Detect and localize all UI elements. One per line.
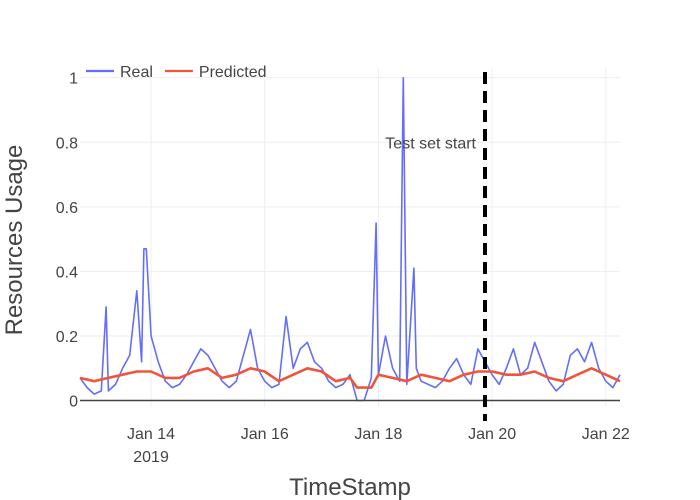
y-tick-label: 0.8 xyxy=(56,135,78,152)
test-set-start-label: Test set start xyxy=(385,135,476,152)
axes: 0 0.2 0.4 0.6 0.8 1 Jan 14 2019 Jan 16 Jan 18 Jan … xyxy=(56,71,630,466)
x-tick-label: Jan 20 xyxy=(468,426,516,443)
series-layer xyxy=(79,76,621,402)
grid xyxy=(80,68,620,407)
y-tick-label: 0.4 xyxy=(56,264,78,281)
legend-item-real[interactable]: Real xyxy=(86,64,153,81)
legend-label: Predicted xyxy=(199,64,267,81)
x-axis-title: TimeStamp xyxy=(289,474,411,500)
annotations: Test set start xyxy=(385,72,487,421)
x-tick-label: Jan 14 xyxy=(127,426,175,443)
y-axis-title: Resources Usage xyxy=(1,145,28,336)
x-tick-label: Jan 22 xyxy=(582,426,630,443)
series-line-predicted xyxy=(79,367,621,389)
y-tick-label: 0 xyxy=(69,394,78,411)
y-tick-label: 1 xyxy=(69,71,78,88)
legend[interactable]: Real Predicted xyxy=(86,64,267,81)
x-tick-label: Jan 18 xyxy=(354,426,402,443)
series-line-real xyxy=(79,76,621,402)
x-tick-label: Jan 16 xyxy=(241,426,289,443)
x-tick-sublabel: 2019 xyxy=(133,449,169,466)
y-tick-label: 0.6 xyxy=(56,200,78,217)
legend-item-predicted[interactable]: Predicted xyxy=(164,64,267,81)
y-tick-label: 0.2 xyxy=(56,329,78,346)
legend-label: Real xyxy=(120,64,153,81)
